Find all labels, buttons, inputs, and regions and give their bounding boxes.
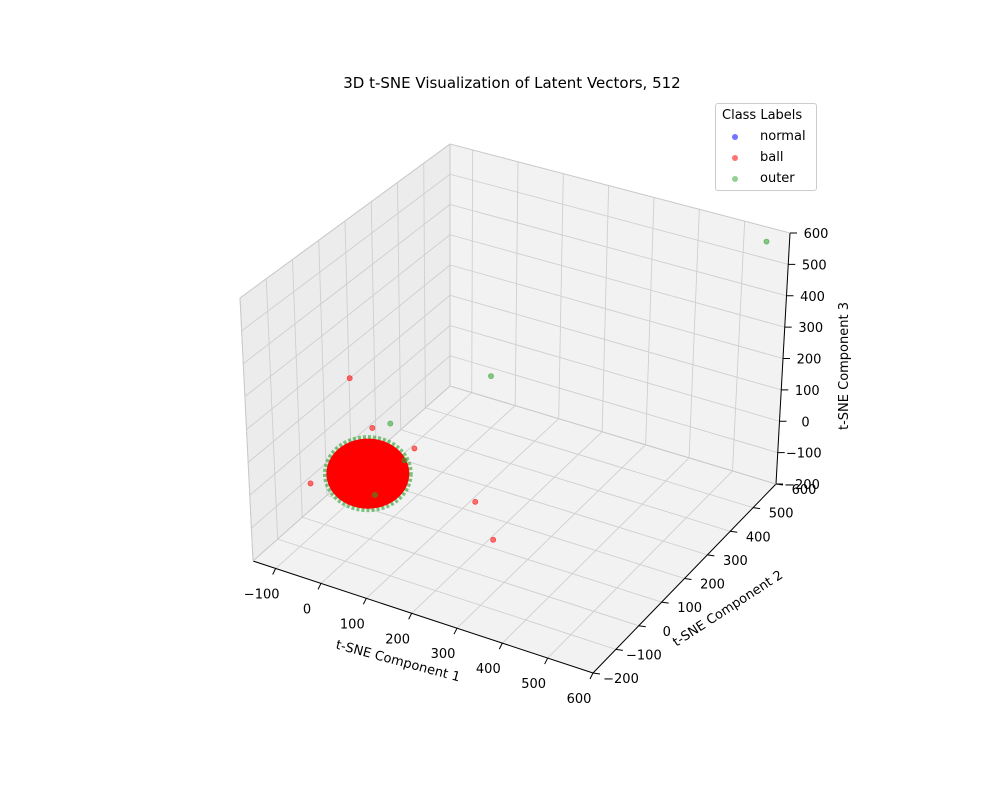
x-tick-mark: [544, 657, 549, 665]
grid-line-y-floor: [326, 494, 662, 603]
y-tick-label: −100: [626, 648, 662, 663]
grid-line-z-left: [242, 204, 451, 365]
y-tick-label: 200: [700, 578, 725, 593]
grid-line-z-left: [246, 264, 451, 430]
y-tick-mark: [661, 601, 669, 604]
grid-line-z-back: [449, 234, 785, 328]
grid-line-z-back: [449, 204, 787, 297]
cluster-outline: [322, 435, 413, 513]
x-tick-mark: [408, 613, 413, 620]
z-tick-label: 100: [795, 384, 820, 399]
legend-title: Class Labels: [722, 108, 803, 123]
grid-line-z-back: [449, 355, 778, 454]
y-tick-mark: [615, 648, 623, 651]
y-tick-label: 600: [792, 483, 817, 498]
grid-line-z-left: [241, 173, 451, 332]
grid-line-y-floor: [277, 538, 617, 650]
z-tick-label: −200: [784, 478, 820, 493]
x-tick-label: 500: [521, 677, 546, 692]
grid-line-z-back: [449, 264, 784, 359]
x-axis-line: [252, 560, 594, 674]
legend: Class Labels normal ball outer: [715, 103, 817, 191]
cluster-core: [326, 438, 410, 509]
y-tick-label: 0: [663, 625, 671, 640]
axis-panes: [240, 144, 790, 673]
point-outer: [488, 373, 494, 380]
point-ball: [346, 375, 353, 382]
point-ball: [411, 445, 418, 452]
y-tick-label: 400: [746, 530, 771, 545]
grid-line-z-back: [449, 294, 782, 391]
y-tick-mark: [638, 625, 646, 628]
y-tick-label: 500: [769, 507, 794, 522]
scatter-points: [307, 238, 770, 543]
y-tick-mark: [730, 530, 738, 533]
pane-edge: [239, 143, 451, 299]
point-outer: [371, 492, 378, 498]
x-tick-label: 300: [431, 647, 456, 662]
y-tick-mark: [753, 507, 761, 510]
x-tick-label: 200: [385, 632, 410, 647]
grid-line-y-floor: [375, 451, 708, 556]
pane-edge: [449, 385, 777, 485]
z-tick-label: −100: [786, 447, 822, 462]
grid-line-y-floor: [400, 429, 731, 532]
y-tick-mark: [684, 578, 692, 580]
y-tick-label: 100: [677, 601, 702, 616]
point-outer: [387, 420, 394, 427]
point-outer: [401, 457, 408, 464]
y-tick-mark: [592, 672, 601, 675]
grid-line-z-left: [244, 234, 451, 397]
point-outer: [763, 238, 770, 245]
x-tick-mark: [589, 672, 594, 680]
x-tick-mark: [272, 568, 277, 575]
x-tick-mark: [498, 642, 503, 650]
z-axis-label: t-SNE Component 3: [837, 302, 852, 430]
grid-line-y-floor: [302, 516, 639, 627]
legend-label-ball: ball: [760, 150, 784, 165]
y-tick-label: 300: [723, 554, 748, 569]
y-tick-mark: [707, 554, 715, 557]
back-pane: [450, 144, 790, 484]
legend-marker-outer: [732, 176, 738, 182]
pane-edge: [239, 297, 254, 562]
z-tick-label: 500: [802, 258, 827, 273]
grid-line-z-back: [449, 325, 780, 422]
tick-marks: −1000100200300400500600−200−100010020030…: [244, 227, 829, 707]
x-tick-mark: [453, 627, 458, 635]
legend-marker-normal: [732, 134, 738, 140]
z-tick-label: 400: [800, 290, 825, 305]
z-tick-label: 200: [797, 353, 822, 368]
y-tick-label: −200: [603, 672, 639, 687]
x-tick-label: 600: [567, 692, 592, 707]
x-tick-mark: [317, 583, 322, 590]
point-ball: [369, 425, 376, 431]
x-tick-label: 400: [476, 662, 501, 677]
legend-label-normal: normal: [760, 129, 806, 144]
z-tick-label: 0: [801, 415, 809, 430]
point-ball: [472, 498, 479, 505]
chart-title: 3D t-SNE Visualization of Latent Vectors…: [343, 74, 680, 92]
legend-marker-ball: [732, 155, 738, 161]
point-ball: [490, 536, 497, 543]
grid-line-z-left: [249, 325, 451, 496]
x-tick-label: 0: [303, 602, 311, 617]
x-tick-mark: [362, 598, 367, 605]
left-pane: [240, 144, 450, 561]
legend-label-outer: outer: [760, 171, 795, 186]
z-tick-label: 300: [798, 321, 823, 336]
pane-edge: [449, 143, 791, 234]
x-tick-label: −100: [244, 587, 280, 602]
grid-line-y-floor: [425, 407, 754, 509]
grid-line-z-back: [449, 173, 789, 265]
z-tick-label: 600: [804, 227, 829, 242]
x-tick-label: 100: [340, 617, 365, 632]
point-ball: [307, 480, 314, 487]
